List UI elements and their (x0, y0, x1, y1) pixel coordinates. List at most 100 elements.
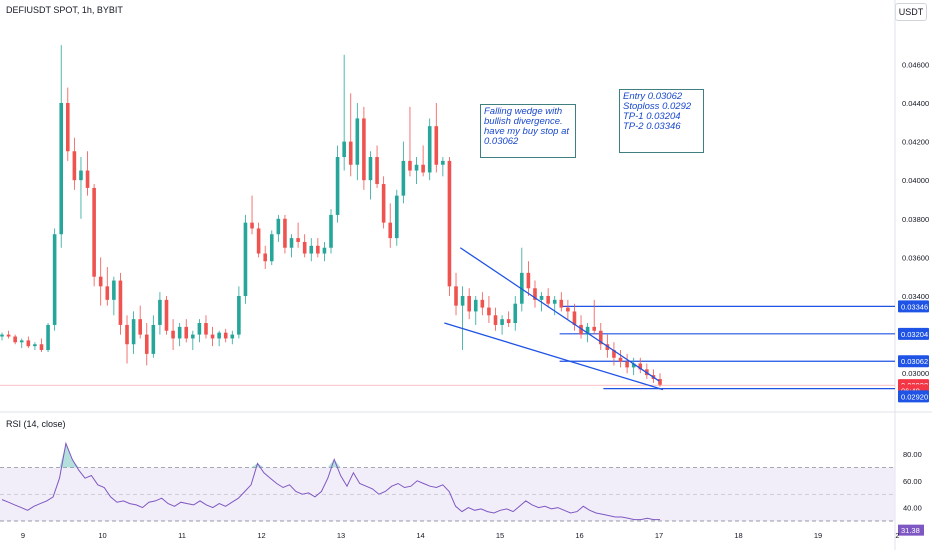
candle (388, 203, 393, 248)
note-falling-wedge[interactable]: Falling wedge with bullish divergence. h… (480, 104, 576, 158)
candle-body (256, 228, 261, 254)
candle (638, 357, 643, 374)
time-tick-label: 11 (178, 531, 186, 540)
candle-body (210, 334, 215, 339)
time-tick-label: 2 (895, 531, 899, 540)
candle (592, 299, 596, 335)
candle-body (625, 361, 629, 368)
candle (263, 245, 267, 269)
candle-body (230, 334, 235, 339)
candle (98, 257, 103, 306)
wedge-lower-line (444, 322, 664, 391)
candle-body (19, 340, 24, 343)
rsi-line (1, 441, 660, 521)
candle (467, 288, 471, 320)
candle-body (506, 319, 511, 324)
candle (223, 328, 228, 343)
candle-body (368, 157, 373, 181)
candle (177, 323, 182, 347)
candle-body (191, 334, 195, 339)
candle (559, 292, 564, 312)
candle-body (105, 286, 110, 300)
candle-body (66, 102, 70, 152)
candle (454, 272, 458, 316)
candle (513, 295, 518, 331)
candle-body (533, 288, 537, 300)
candle-body (539, 295, 544, 300)
candle-body (144, 334, 149, 354)
price-axis-tag: 0.03204 (898, 327, 929, 340)
candle-body (618, 357, 623, 362)
candle-body (572, 311, 577, 325)
wedge-upper-line (459, 247, 660, 382)
candle-body (605, 344, 610, 351)
candle-body (408, 160, 412, 171)
candle-body (421, 164, 425, 173)
candle (368, 151, 373, 200)
price-axis-tag: 0.02920 (898, 390, 929, 403)
price-tick-label: 0.04600 (902, 60, 929, 69)
price-axis-tag-label: 0.03346 (901, 302, 928, 311)
candle-body (98, 276, 103, 287)
candle-body (92, 187, 96, 277)
rsi-legend: RSI (14, close) (6, 419, 66, 429)
candle (92, 184, 96, 287)
candle-body (414, 164, 419, 171)
candle-body (585, 326, 590, 335)
candle (625, 353, 629, 374)
candle (487, 295, 491, 324)
candle-body (631, 363, 636, 368)
candle (612, 342, 616, 366)
symbol-title: DEFIUSDT SPOT, 1h, BYBIT (6, 5, 123, 15)
candle-body (473, 299, 478, 312)
candle (355, 102, 360, 181)
time-tick-label: 16 (575, 531, 583, 540)
rsi-tick-label: 40.00 (903, 504, 922, 513)
price-axis-tag-label: 0.03062 (901, 357, 928, 366)
candle-body (79, 170, 83, 181)
candle (164, 295, 169, 335)
candle-body (151, 324, 156, 354)
candle (598, 323, 603, 351)
candle (19, 338, 24, 349)
candle-body (39, 344, 44, 351)
candle-body (342, 141, 346, 158)
candle (552, 295, 557, 316)
candle (421, 145, 425, 177)
time-tick-label: 9 (21, 531, 25, 540)
candle-body (309, 245, 314, 254)
candle-body (480, 299, 485, 308)
price-axis-tag-bg (898, 327, 929, 340)
candle-body (131, 319, 136, 345)
candle-body (223, 332, 228, 339)
candle (158, 292, 162, 335)
candle (0, 332, 4, 341)
rsi-tick-label: 60.00 (903, 477, 922, 486)
candle (39, 338, 44, 352)
candle (631, 357, 636, 376)
note-trade-plan[interactable]: Entry 0.03062 Stoploss 0.0292 TP-1 0.032… (619, 89, 704, 153)
candle-body (467, 295, 471, 312)
candle-body (454, 286, 458, 306)
candle (579, 315, 583, 339)
candle (520, 247, 524, 312)
candle (533, 280, 537, 308)
time-tick-label: 15 (496, 531, 504, 540)
candle-body (250, 222, 254, 229)
candle (289, 234, 294, 258)
candle (118, 272, 123, 335)
price-tick-label: 0.03000 (902, 369, 929, 378)
candle-body (118, 280, 123, 325)
candle-body (59, 102, 64, 235)
candle (26, 336, 31, 349)
candle (6, 330, 11, 339)
candle (66, 87, 70, 161)
candle (217, 330, 221, 347)
candle-body (322, 247, 327, 254)
candle (243, 214, 248, 304)
candle (329, 209, 333, 254)
candle (171, 319, 175, 351)
candle-body (302, 241, 307, 254)
candle (434, 102, 439, 173)
